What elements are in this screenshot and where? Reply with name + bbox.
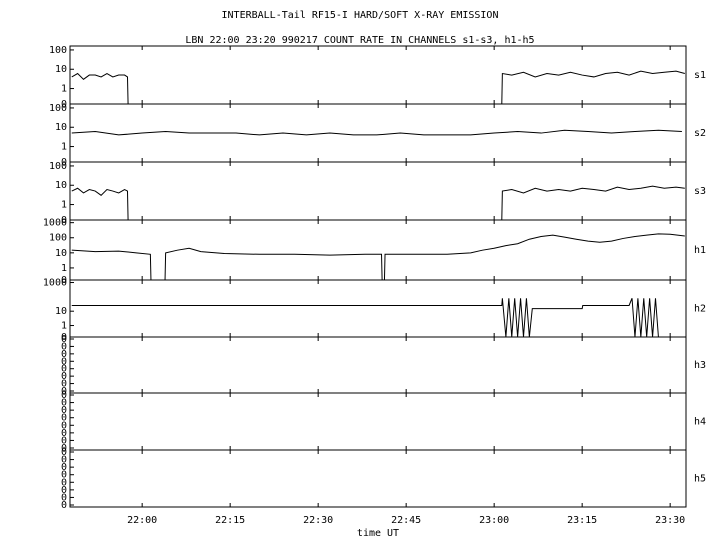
x-tick-label: 22:00 bbox=[127, 515, 157, 526]
x-tick-label: 22:15 bbox=[215, 515, 245, 526]
y-tick-label: 0 bbox=[61, 455, 67, 466]
y-tick-label: 0 bbox=[61, 356, 67, 367]
panel-label: h3 bbox=[694, 360, 706, 371]
x-tick-label: 22:30 bbox=[303, 515, 333, 526]
panel-label: h5 bbox=[694, 474, 706, 485]
y-tick-label: 0 bbox=[61, 405, 67, 416]
y-tick-label: 0 bbox=[61, 413, 67, 424]
y-tick-label: 0 bbox=[61, 332, 67, 343]
x-tick-label: 23:00 bbox=[479, 515, 509, 526]
y-tick-label: 0 bbox=[61, 371, 67, 382]
y-tick-label: 0 bbox=[61, 435, 67, 446]
y-tick-label: 0 bbox=[61, 157, 67, 168]
chart-title: INTERBALL-Tail RF15-I HARD/SOFT X-RAY EM… bbox=[222, 10, 499, 21]
panel-label: s2 bbox=[694, 128, 706, 139]
panel-label: h2 bbox=[694, 304, 706, 315]
y-tick-label: 0 bbox=[61, 447, 67, 458]
y-tick-label: 1 bbox=[61, 263, 67, 274]
y-tick-label: 10 bbox=[55, 180, 67, 191]
data-line bbox=[71, 185, 685, 221]
y-tick-label: 0 bbox=[61, 349, 67, 360]
y-tick-label: 0 bbox=[61, 398, 67, 409]
data-line bbox=[71, 129, 682, 136]
panel-label: s3 bbox=[694, 186, 706, 197]
y-tick-label: 0 bbox=[61, 462, 67, 473]
x-tick-label: 22:45 bbox=[391, 515, 421, 526]
y-tick-label: 10 bbox=[55, 306, 67, 317]
panel-label: h1 bbox=[694, 245, 706, 256]
y-tick-label: 1000 bbox=[43, 278, 67, 289]
y-tick-label: 1 bbox=[61, 321, 67, 332]
y-tick-label: 0 bbox=[61, 215, 67, 226]
y-tick-label: 0 bbox=[61, 470, 67, 481]
data-line bbox=[71, 70, 685, 105]
y-tick-label: 10 bbox=[55, 248, 67, 259]
y-tick-label: 0 bbox=[61, 379, 67, 390]
y-tick-label: 1 bbox=[61, 200, 67, 211]
y-tick-label: 0 bbox=[61, 428, 67, 439]
y-tick-label: 0 bbox=[61, 420, 67, 431]
y-tick-label: 0 bbox=[61, 492, 67, 503]
y-tick-label: 0 bbox=[61, 334, 67, 345]
y-tick-label: 0 bbox=[61, 485, 67, 496]
y-tick-label: 1 bbox=[61, 84, 67, 95]
data-line bbox=[71, 298, 659, 338]
x-tick-label: 23:30 bbox=[655, 515, 685, 526]
x-axis-label: time UT bbox=[357, 528, 399, 539]
y-tick-label: 100 bbox=[49, 161, 67, 172]
y-tick-label: 10 bbox=[55, 64, 67, 75]
y-tick-label: 100 bbox=[49, 45, 67, 56]
panel-label: s1 bbox=[694, 70, 706, 81]
y-tick-label: 0 bbox=[61, 443, 67, 454]
y-tick-label: 0 bbox=[61, 341, 67, 352]
y-tick-label: 100 bbox=[49, 233, 67, 244]
panel-label: h4 bbox=[694, 417, 706, 428]
y-tick-label: 0 bbox=[61, 99, 67, 110]
y-tick-label: 1 bbox=[61, 142, 67, 153]
y-tick-label: 0 bbox=[61, 275, 67, 286]
y-tick-label: 100 bbox=[49, 103, 67, 114]
y-tick-label: 0 bbox=[61, 500, 67, 511]
y-tick-label: 1000 bbox=[43, 218, 67, 229]
y-tick-label: 0 bbox=[61, 386, 67, 397]
x-tick-label: 23:15 bbox=[567, 515, 597, 526]
y-tick-label: 0 bbox=[61, 477, 67, 488]
data-line bbox=[71, 233, 685, 281]
y-tick-label: 0 bbox=[61, 364, 67, 375]
y-tick-label: 0 bbox=[61, 390, 67, 401]
chart-subtitle: LBN 22:00 23:20 990217 COUNT RATE IN CHA… bbox=[185, 35, 534, 46]
y-tick-label: 10 bbox=[55, 122, 67, 133]
